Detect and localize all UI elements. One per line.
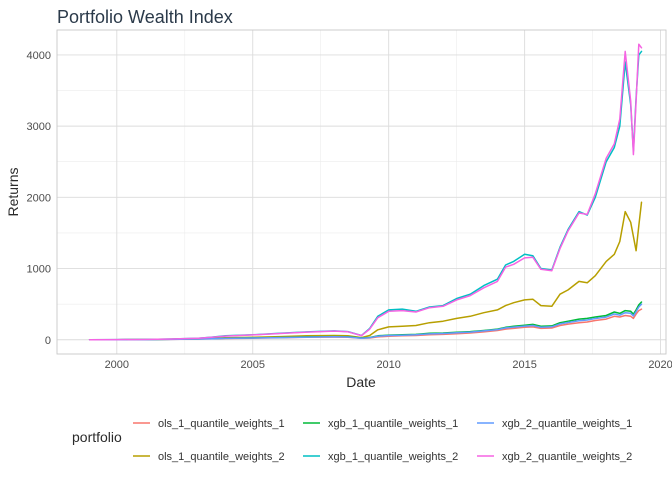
y-tick-label: 0 [45, 335, 51, 347]
series-layer [88, 43, 643, 341]
y-tick-label: 1000 [27, 264, 51, 276]
legend-label: xgb_2_quantile_weights_2 [502, 451, 632, 463]
x-tick-label: 2010 [376, 359, 400, 371]
series-line-xgb-1-quantile-weights-1 [88, 301, 643, 341]
grid-lines [57, 30, 666, 354]
legend-item: xgb_1_quantile_weights_1 [303, 418, 458, 430]
legend-item: ols_1_quantile_weights_2 [133, 451, 285, 463]
y-tick-label: 3000 [27, 121, 51, 133]
y-tick-label: 2000 [27, 192, 51, 204]
y-axis-title: Returns [5, 167, 21, 216]
x-axis-title: Date [346, 374, 376, 390]
x-axis-ticks: 2000 2005 2010 2015 2020 [105, 359, 672, 371]
x-tick-label: 2000 [105, 359, 129, 371]
x-tick-label: 2015 [512, 359, 536, 371]
series-line-ols-1-quantile-weights-2 [88, 201, 643, 341]
legend-label: ols_1_quantile_weights_2 [158, 451, 285, 463]
chart-title: Portfolio Wealth Index [57, 7, 233, 27]
y-axis-ticks: 0 1000 2000 3000 4000 [27, 50, 51, 347]
legend-item: xgb_2_quantile_weights_1 [477, 418, 632, 430]
legend-label: xgb_2_quantile_weights_1 [502, 418, 632, 430]
plot-panel [56, 29, 667, 355]
legend-label: xgb_1_quantile_weights_2 [328, 451, 458, 463]
legend-title: portfolio [72, 429, 122, 445]
x-tick-label: 2005 [241, 359, 265, 371]
legend-item: xgb_2_quantile_weights_2 [477, 451, 632, 463]
series-line-xgb-2-quantile-weights-1 [88, 303, 643, 341]
legend-item: xgb_1_quantile_weights_2 [303, 451, 458, 463]
legend: portfolio ols_1_quantile_weights_1 ols_1_… [72, 418, 632, 463]
y-tick-label: 4000 [27, 50, 51, 62]
legend-item: ols_1_quantile_weights_1 [133, 418, 285, 430]
series-line-xgb-2-quantile-weights-2 [88, 43, 643, 341]
x-tick-label: 2020 [648, 359, 672, 371]
legend-label: ols_1_quantile_weights_1 [158, 418, 285, 430]
legend-label: xgb_1_quantile_weights_1 [328, 418, 458, 430]
